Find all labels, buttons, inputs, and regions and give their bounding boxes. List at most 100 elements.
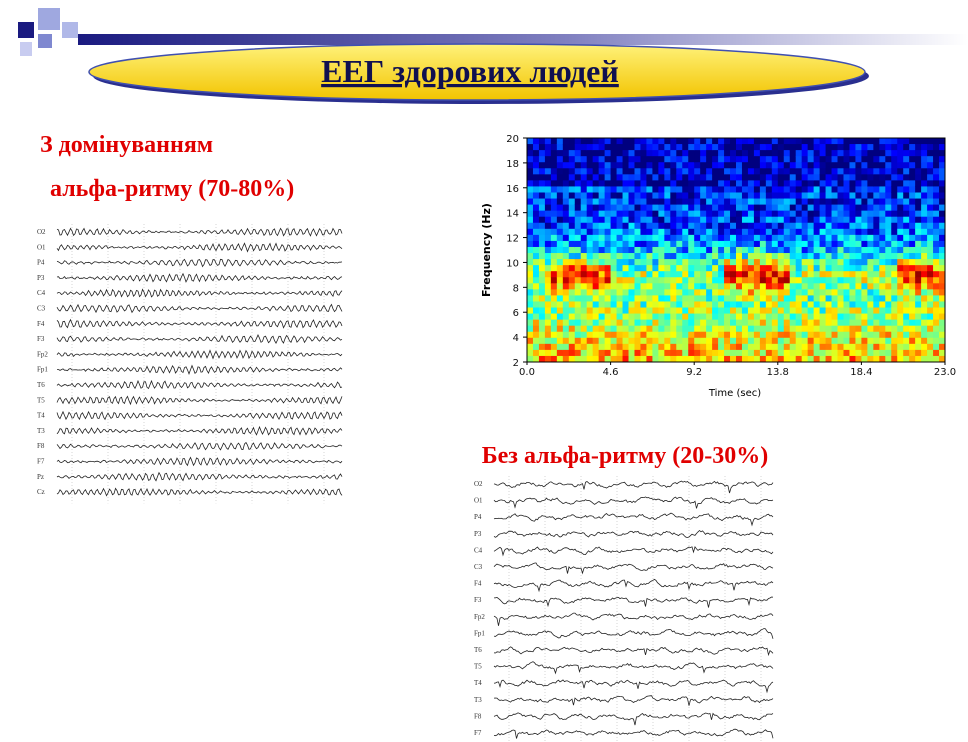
spectrogram-cell bbox=[802, 180, 808, 187]
spectrogram-cell bbox=[873, 241, 879, 248]
spectrogram-cell bbox=[879, 350, 885, 357]
spectrogram-cell bbox=[838, 168, 844, 175]
spectrogram-cell bbox=[861, 344, 867, 351]
spectrogram-cell bbox=[581, 295, 587, 302]
spectrogram-cell bbox=[832, 332, 838, 339]
spectrogram-cell bbox=[742, 223, 748, 230]
spectrogram-cell bbox=[772, 320, 778, 327]
spectrogram-cell bbox=[838, 332, 844, 339]
spectrogram-cell bbox=[778, 168, 784, 175]
spectrogram-cell bbox=[551, 168, 557, 175]
spectrogram-cell bbox=[802, 326, 808, 333]
spectrogram-cell bbox=[688, 301, 694, 308]
spectrogram-cell bbox=[682, 289, 688, 296]
spectrogram-cell bbox=[742, 308, 748, 315]
spectrogram-cell bbox=[611, 192, 617, 199]
spectrogram-cell bbox=[599, 205, 605, 212]
spectrogram-cell bbox=[557, 174, 563, 181]
spectrogram-cell bbox=[545, 332, 551, 339]
spectrogram-cell bbox=[855, 205, 861, 212]
spectrogram-cell bbox=[706, 211, 712, 218]
spectrogram-cell bbox=[724, 223, 730, 230]
spectrogram-cell bbox=[903, 156, 909, 163]
spectrogram-cell bbox=[861, 229, 867, 236]
spectrogram-cell bbox=[658, 162, 664, 169]
spectrogram-cell bbox=[742, 217, 748, 224]
spectrogram-cell bbox=[652, 199, 658, 206]
spectrogram-cell bbox=[652, 186, 658, 193]
spectrogram-cell bbox=[652, 344, 658, 351]
spectrogram-cell bbox=[640, 247, 646, 254]
spectrogram-cell bbox=[670, 259, 676, 266]
spectrogram-cell bbox=[551, 180, 557, 187]
spectrogram-cell bbox=[646, 320, 652, 327]
spectrogram-cell bbox=[754, 314, 760, 321]
spectrogram-cell bbox=[778, 277, 784, 284]
spectrogram-cell bbox=[909, 301, 915, 308]
spectrogram-cell bbox=[724, 289, 730, 296]
spectrogram-cell bbox=[838, 180, 844, 187]
spectrogram-cell bbox=[575, 205, 581, 212]
spectrogram-cell bbox=[826, 344, 832, 351]
spectrogram-cell bbox=[855, 271, 861, 278]
spectrogram-cell bbox=[533, 253, 539, 260]
spectrogram-cell bbox=[563, 205, 569, 212]
spectrogram-cell bbox=[885, 205, 891, 212]
spectrogram-cell bbox=[551, 265, 557, 272]
spectrogram-cell bbox=[694, 162, 700, 169]
spectrogram-cell bbox=[933, 289, 939, 296]
spectrogram-cell bbox=[563, 211, 569, 218]
spectrogram-cell bbox=[563, 229, 569, 236]
spectrogram-cell bbox=[814, 332, 820, 339]
spectrogram-cell bbox=[885, 186, 891, 193]
spectrogram-cell bbox=[778, 156, 784, 163]
spectrogram-cell bbox=[557, 271, 563, 278]
spectrogram-cell bbox=[646, 168, 652, 175]
spectrogram-cell bbox=[527, 326, 533, 333]
spectrogram-cell bbox=[838, 205, 844, 212]
spectrogram-cell bbox=[676, 247, 682, 254]
spectrogram-cell bbox=[670, 138, 676, 145]
spectrogram-cell bbox=[772, 332, 778, 339]
spectrogram-cell bbox=[700, 199, 706, 206]
spectrogram-cell bbox=[593, 247, 599, 254]
spectrogram-cell bbox=[676, 259, 682, 266]
spectrogram-cell bbox=[700, 289, 706, 296]
spectrogram-cell bbox=[903, 138, 909, 145]
spectrogram-cell bbox=[843, 259, 849, 266]
spectrogram-cell bbox=[736, 247, 742, 254]
spectrogram-cell bbox=[533, 144, 539, 151]
spectrogram-cell bbox=[784, 271, 790, 278]
spectrogram-cell bbox=[790, 289, 796, 296]
spectrogram-cell bbox=[593, 168, 599, 175]
spectrogram-cell bbox=[927, 162, 933, 169]
spectrogram-cell bbox=[640, 344, 646, 351]
spectrogram-cell bbox=[933, 308, 939, 315]
spectrogram-cell bbox=[915, 259, 921, 266]
spectrogram-cell bbox=[933, 283, 939, 290]
spectrogram-cell bbox=[634, 205, 640, 212]
spectrogram-cell bbox=[760, 180, 766, 187]
spectrogram-cell bbox=[891, 174, 897, 181]
spectrogram-cell bbox=[927, 235, 933, 242]
spectrogram-cell bbox=[832, 314, 838, 321]
spectrogram-cell bbox=[533, 174, 539, 181]
spectrogram-cell bbox=[879, 205, 885, 212]
spectrogram-cell bbox=[682, 308, 688, 315]
spectrogram-cell bbox=[706, 192, 712, 199]
spectrogram-cell bbox=[808, 223, 814, 230]
spectrogram-cell bbox=[915, 344, 921, 351]
spectrogram-cell bbox=[617, 138, 623, 145]
spectrogram-cell bbox=[766, 144, 772, 151]
spectrogram-cell bbox=[778, 289, 784, 296]
spectrogram-cell bbox=[682, 301, 688, 308]
spectrogram-cell bbox=[593, 259, 599, 266]
spectrogram-cell bbox=[867, 205, 873, 212]
spectrogram-cell bbox=[593, 265, 599, 272]
spectrogram-cell bbox=[838, 186, 844, 193]
spectrogram-cell bbox=[742, 247, 748, 254]
spectrogram-cell bbox=[843, 138, 849, 145]
spectrogram-cell bbox=[838, 235, 844, 242]
spectrogram-cell bbox=[760, 235, 766, 242]
spectrogram-cell bbox=[617, 253, 623, 260]
